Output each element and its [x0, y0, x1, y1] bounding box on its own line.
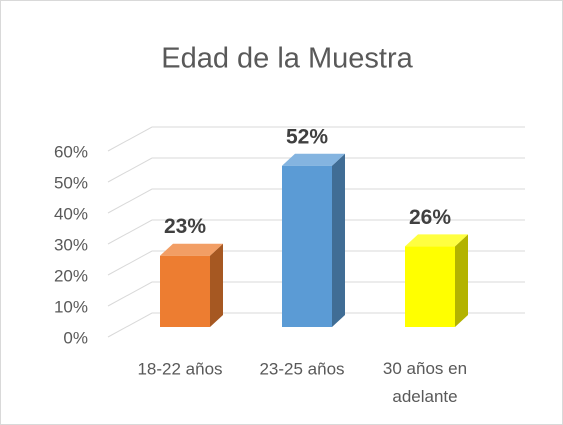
grid-line [107, 312, 525, 338]
x-tick-label: 18-22 años [137, 359, 222, 378]
value-label: 23% [164, 215, 206, 238]
bar-side [332, 153, 345, 327]
bar-top [405, 234, 468, 247]
grid-line [107, 219, 525, 245]
grid-line [107, 188, 525, 214]
bar-front [405, 246, 455, 327]
y-tick-label: 50% [54, 173, 88, 192]
bar-front [160, 255, 210, 327]
x-tick-label: 23-25 años [259, 359, 344, 378]
x-tick-label: 30 años en adelante [383, 359, 467, 406]
y-tick-label: 0% [63, 328, 88, 347]
y-tick-label: 30% [54, 235, 88, 254]
bar [160, 243, 223, 327]
bar [405, 234, 468, 327]
grid-line [107, 281, 525, 307]
y-tick-label: 10% [54, 297, 88, 316]
chart-title: Edad de la Muestra [161, 43, 413, 75]
grid-line [107, 126, 525, 152]
bar-top [160, 243, 223, 256]
value-label: 52% [286, 125, 328, 148]
grid-line [107, 157, 525, 183]
bar-front [282, 165, 332, 327]
value-label: 26% [409, 206, 451, 229]
bar-side [210, 243, 223, 327]
bar-side [455, 234, 468, 327]
y-tick-label: 20% [54, 266, 88, 285]
y-tick-label: 40% [54, 204, 88, 223]
grid-line [107, 250, 525, 276]
bar [282, 153, 345, 327]
bar-top [282, 153, 345, 166]
y-tick-label: 60% [54, 142, 88, 161]
